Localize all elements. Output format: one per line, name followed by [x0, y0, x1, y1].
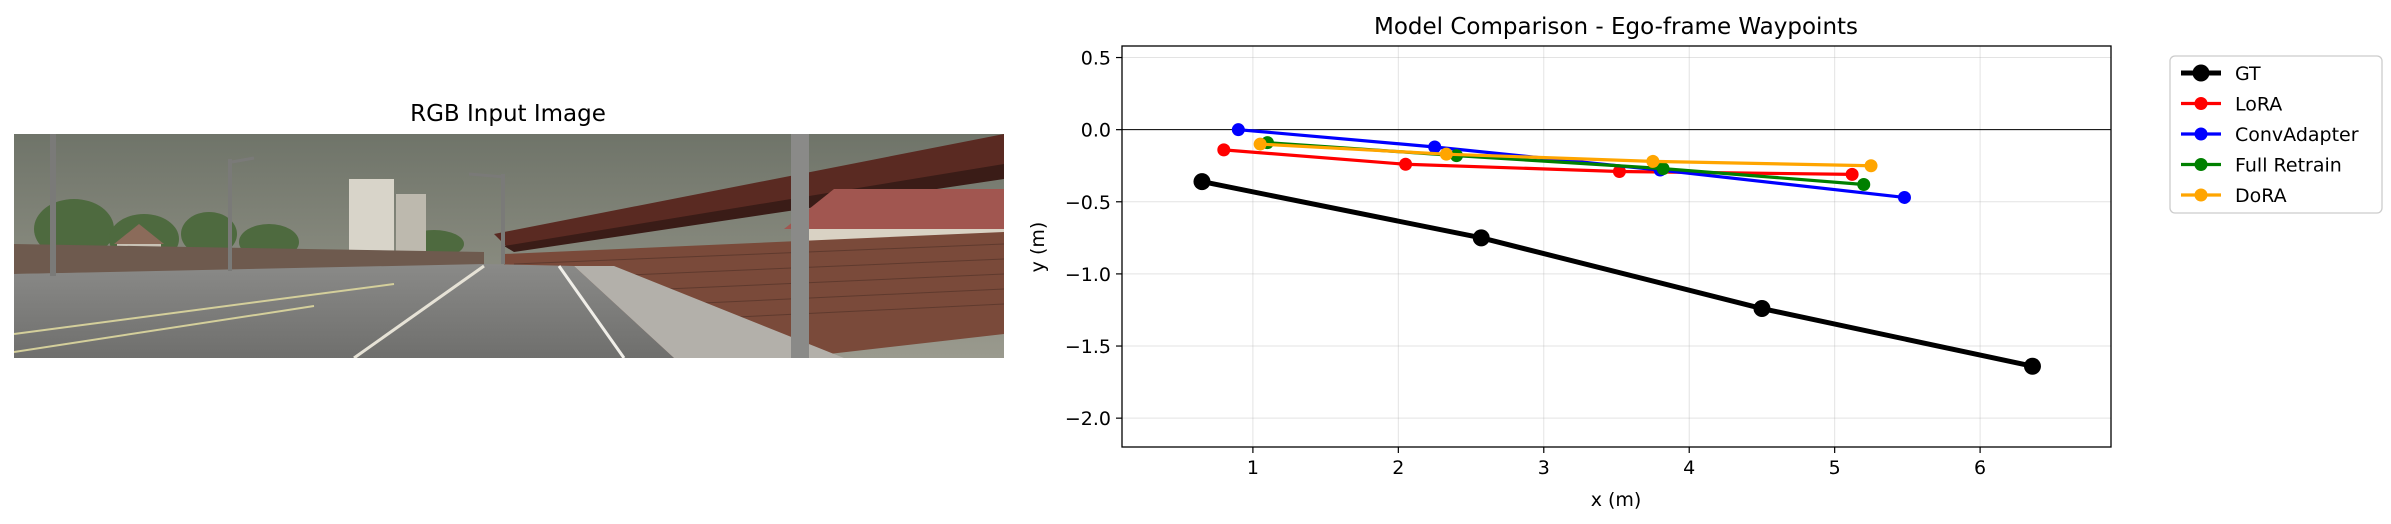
- ticks: 1 2 3 4 5 6 0.5 0.0 −0.5 −1.0 −1.5 −2.0: [1065, 48, 1986, 479]
- data-point: [2023, 357, 2041, 375]
- chart-title: Model Comparison - Ego-frame Waypoints: [1374, 14, 1858, 40]
- data-point: [1439, 147, 1453, 161]
- legend-marker: [2192, 64, 2210, 82]
- rgb-image-title: RGB Input Image: [410, 101, 606, 127]
- y-axis-label: y (m): [1027, 222, 1049, 273]
- x-tick-label: 3: [1538, 457, 1550, 479]
- y-tick-label: −0.5: [1065, 192, 1111, 214]
- data-point: [1897, 190, 1911, 204]
- legend-label: Full Retrain: [2235, 155, 2342, 177]
- data-point: [1428, 140, 1442, 154]
- grid: [1122, 46, 2111, 447]
- y-tick-label: 0.5: [1081, 48, 1111, 70]
- waypoint-chart: Model Comparison - Ego-frame Waypoints 1…: [1027, 14, 2383, 511]
- series-line: [1199, 179, 2035, 369]
- legend-label: DoRA: [2235, 185, 2287, 207]
- data-point: [1864, 159, 1878, 173]
- series-gt: [1193, 173, 2041, 375]
- data-point: [1399, 157, 1413, 171]
- legend-item-dora: DoRA: [2181, 185, 2287, 207]
- y-tick-label: −2.0: [1065, 408, 1111, 430]
- x-tick-label: 6: [1974, 457, 1986, 479]
- y-tick-label: −1.5: [1065, 336, 1111, 358]
- data-point: [1753, 300, 1771, 318]
- legend-label: LoRA: [2235, 94, 2282, 116]
- x-axis-label: x (m): [1591, 489, 1642, 511]
- legend-marker: [2194, 127, 2208, 141]
- legend-label: GT: [2235, 63, 2261, 85]
- legend-label: ConvAdapter: [2235, 124, 2359, 146]
- data-point: [1231, 123, 1245, 137]
- series-dora: [1253, 137, 1878, 173]
- series-group: [1193, 123, 2041, 375]
- data-point: [1217, 143, 1231, 157]
- data-point: [1472, 229, 1490, 247]
- y-tick-label: −1.0: [1065, 264, 1111, 286]
- data-point: [1612, 164, 1626, 178]
- legend-items: GT LoRA ConvAdapter Full Retrain DoRA: [2181, 63, 2359, 207]
- rgb-image-panel: RGB Input Image: [14, 101, 1004, 358]
- x-tick-label: 5: [1829, 457, 1841, 479]
- legend-marker: [2194, 188, 2208, 202]
- legend-marker: [2194, 97, 2208, 110]
- y-tick-label: 0.0: [1081, 120, 1111, 142]
- axes-frame: [1121, 45, 2112, 448]
- x-tick-label: 4: [1683, 457, 1695, 479]
- series-line: [1258, 142, 1873, 168]
- legend-item-gt: GT: [2181, 63, 2261, 85]
- data-point: [1656, 162, 1670, 176]
- data-point: [1646, 154, 1660, 168]
- x-tick-label: 1: [1247, 457, 1259, 479]
- legend-item-lora: LoRA: [2181, 94, 2282, 116]
- legend-item-full-retrain: Full Retrain: [2181, 155, 2342, 177]
- data-point: [1845, 167, 1859, 181]
- legend: GT LoRA ConvAdapter Full Retrain DoRA: [2169, 55, 2383, 214]
- legend-box: [2169, 55, 2383, 214]
- legend-marker: [2194, 158, 2208, 171]
- rgb-input-image: [14, 134, 1004, 358]
- data-point: [1253, 137, 1267, 151]
- data-point: [1857, 177, 1871, 191]
- x-tick-label: 2: [1392, 457, 1404, 479]
- legend-item-convadapter: ConvAdapter: [2181, 124, 2359, 146]
- data-point: [1193, 173, 1211, 191]
